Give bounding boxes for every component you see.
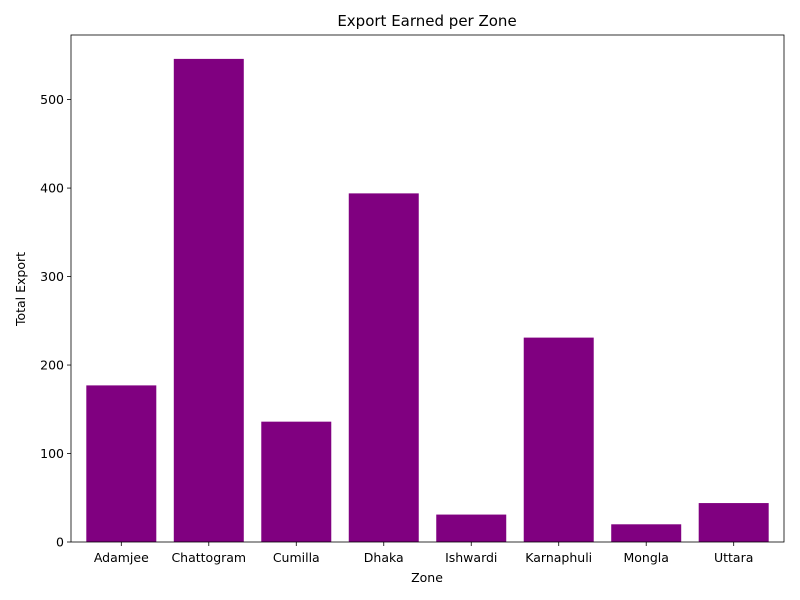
bar-adamjee xyxy=(86,385,157,542)
bar-cumilla xyxy=(261,421,332,542)
x-tick-label-karnaphuli: Karnaphuli xyxy=(525,550,592,565)
y-tick-label: 200 xyxy=(40,358,64,373)
y-tick-label: 0 xyxy=(56,535,64,550)
x-tick-label-chattogram: Chattogram xyxy=(171,550,246,565)
y-tick-label: 100 xyxy=(40,446,64,461)
y-tick-label: 400 xyxy=(40,181,64,196)
x-tick-label-ishwardi: Ishwardi xyxy=(445,550,497,565)
y-tick-label: 300 xyxy=(40,269,64,284)
bar-dhaka xyxy=(348,193,419,542)
x-tick-label-uttara: Uttara xyxy=(714,550,753,565)
bar-mongla xyxy=(611,524,682,542)
bar-uttara xyxy=(698,503,769,542)
bar-ishwardi xyxy=(436,514,507,542)
y-axis-title: Total Export xyxy=(13,252,28,327)
plot-frame xyxy=(70,34,785,543)
chart-title: Export Earned per Zone xyxy=(337,12,516,30)
x-axis-title: Zone xyxy=(411,570,443,585)
bars-layer xyxy=(86,58,769,542)
y-tick-label: 500 xyxy=(40,92,64,107)
x-tick-label-adamjee: Adamjee xyxy=(94,550,149,565)
x-tick-label-cumilla: Cumilla xyxy=(273,550,320,565)
bar-karnaphuli xyxy=(523,337,594,542)
bar-chattogram xyxy=(173,58,244,542)
x-tick-label-mongla: Mongla xyxy=(623,550,668,565)
x-tick-label-dhaka: Dhaka xyxy=(364,550,404,565)
axes-layer: Adamjee Chattogram Cumilla Dhaka Ishwardi Kar… xyxy=(40,34,785,565)
